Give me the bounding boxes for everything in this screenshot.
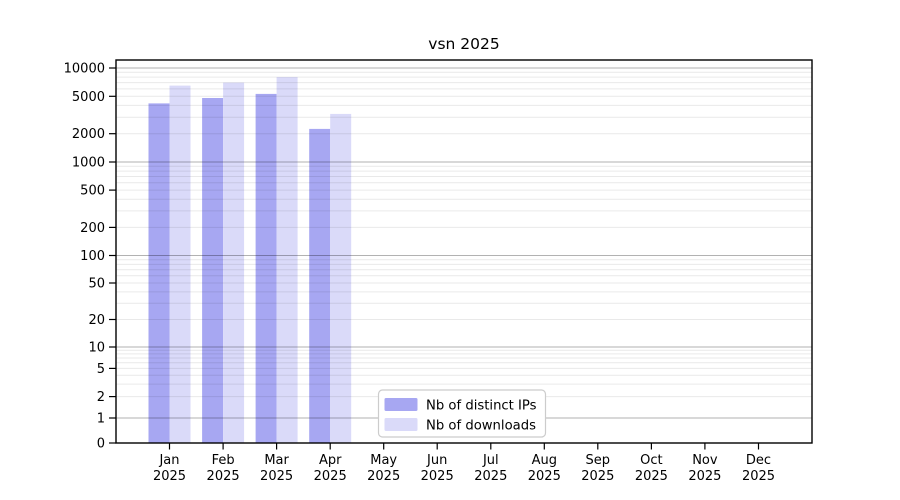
legend-swatch-nb-of-downloads <box>384 418 418 431</box>
x-tick-label-month-jan: Jan <box>158 453 179 468</box>
x-tick-label-month-mar: Mar <box>264 453 289 468</box>
legend-swatch-nb-of-distinct-ips <box>384 398 418 411</box>
x-tick-label-month-sep: Sep <box>586 453 611 468</box>
x-tick-label-year-jan: 2025 <box>153 469 186 484</box>
legend: Nb of distinct IPs Nb of downloads <box>377 389 547 438</box>
x-tick-label-year-nov: 2025 <box>688 469 721 484</box>
x-tick-label-year-aug: 2025 <box>528 469 561 484</box>
bar-mar-nb-of-distinct-ips <box>255 93 277 444</box>
y-tick-label-10: 10 <box>88 341 105 356</box>
x-tick-label-month-dec: Dec <box>746 453 771 468</box>
x-tick-label-month-jul: Jul <box>482 453 499 468</box>
y-tick-label-5000: 5000 <box>72 90 105 105</box>
x-tick-label-month-aug: Aug <box>532 453 557 468</box>
y-tick-label-100: 100 <box>80 249 105 264</box>
y-tick-label-200: 200 <box>80 221 105 236</box>
x-tick-label-month-apr: Apr <box>319 453 342 468</box>
y-tick-label-0: 0 <box>97 437 105 452</box>
bar-feb-nb-of-downloads <box>223 82 245 443</box>
y-tick-label-5: 5 <box>97 362 105 377</box>
x-tick-label-year-may: 2025 <box>367 469 400 484</box>
y-axis-group: 0 1 2 5 10 20 50 100 200 500 1000 2000 5000 10000 <box>64 62 116 452</box>
y-tick-label-1: 1 <box>97 412 105 427</box>
x-tick-label-year-apr: 2025 <box>314 469 347 484</box>
axes-frame <box>115 59 813 444</box>
x-tick-label-year-sep: 2025 <box>581 469 614 484</box>
y-tick-label-10000: 10000 <box>64 62 105 77</box>
chart-title: vsn 2025 <box>428 35 499 53</box>
y-tick-label-2000: 2000 <box>72 127 105 142</box>
x-tick-label-month-jun: Jun <box>426 453 447 468</box>
x-tick-label-year-oct: 2025 <box>635 469 668 484</box>
y-tick-label-500: 500 <box>80 184 105 199</box>
bar-feb-nb-of-distinct-ips <box>202 98 224 443</box>
legend-box <box>377 389 547 438</box>
x-tick-label-month-feb: Feb <box>212 453 235 468</box>
bar-mar-nb-of-downloads <box>276 77 298 443</box>
x-axis-group: Jan2025Feb2025Mar2025Apr2025May2025Jun20… <box>153 443 775 484</box>
bar-apr-nb-of-distinct-ips <box>309 128 331 443</box>
legend-label-nb-of-downloads: Nb of downloads <box>426 419 536 434</box>
y-tick-label-2: 2 <box>97 390 105 405</box>
x-tick-label-month-oct: Oct <box>640 453 662 468</box>
x-tick-label-month-may: May <box>370 453 397 468</box>
y-tick-label-20: 20 <box>88 313 105 328</box>
x-tick-label-year-mar: 2025 <box>260 469 293 484</box>
x-tick-label-year-dec: 2025 <box>742 469 775 484</box>
bar-jan-nb-of-distinct-ips <box>148 103 170 444</box>
y-tick-label-50: 50 <box>88 277 105 292</box>
x-tick-label-year-jun: 2025 <box>421 469 454 484</box>
x-tick-label-year-jul: 2025 <box>474 469 507 484</box>
x-tick-label-year-feb: 2025 <box>207 469 240 484</box>
bar-jan-nb-of-downloads <box>169 85 191 443</box>
x-tick-label-month-nov: Nov <box>692 453 718 468</box>
legend-label-nb-of-distinct-ips: Nb of distinct IPs <box>426 399 537 414</box>
bars-group <box>148 77 352 444</box>
bar-apr-nb-of-downloads <box>330 113 352 444</box>
y-tick-label-1000: 1000 <box>72 156 105 171</box>
